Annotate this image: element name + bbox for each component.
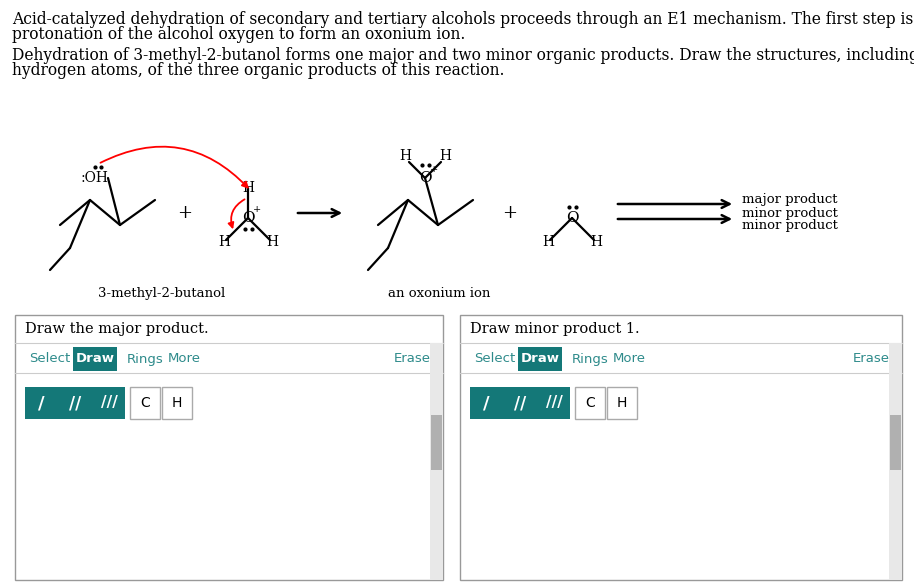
Text: /: / <box>37 394 44 412</box>
Bar <box>162 387 192 419</box>
Text: H: H <box>242 181 254 195</box>
Text: H: H <box>218 235 230 249</box>
Text: C: C <box>585 396 595 410</box>
Text: :OH: :OH <box>80 171 108 185</box>
Text: major product: major product <box>742 193 837 206</box>
Text: Select: Select <box>474 352 515 366</box>
Text: Erase: Erase <box>394 352 431 366</box>
Text: +: + <box>503 204 517 222</box>
Bar <box>890 415 901 470</box>
Text: H: H <box>266 235 278 249</box>
Text: ///: /// <box>101 396 117 410</box>
Text: Rings: Rings <box>572 352 609 366</box>
Text: +: + <box>430 165 438 175</box>
FancyArrowPatch shape <box>228 199 245 228</box>
Text: O: O <box>419 171 431 185</box>
Text: H: H <box>590 235 602 249</box>
Text: H: H <box>617 396 627 410</box>
Text: //: // <box>514 394 526 412</box>
Text: hydrogen atoms, of the three organic products of this reaction.: hydrogen atoms, of the three organic pro… <box>12 62 505 79</box>
Bar <box>460 315 902 580</box>
Text: Draw: Draw <box>520 352 559 366</box>
Text: Draw the major product.: Draw the major product. <box>25 322 208 336</box>
Bar <box>518 347 562 371</box>
Bar <box>73 347 117 371</box>
Text: +: + <box>177 204 193 222</box>
Text: an oxonium ion: an oxonium ion <box>388 287 491 300</box>
FancyArrowPatch shape <box>101 146 248 188</box>
Text: H: H <box>542 235 554 249</box>
Text: O: O <box>566 211 579 225</box>
Text: Draw: Draw <box>76 352 114 366</box>
Text: More: More <box>168 352 201 366</box>
Text: 3-methyl-2-butanol: 3-methyl-2-butanol <box>98 287 225 300</box>
Text: minor product: minor product <box>742 206 838 219</box>
Text: Rings: Rings <box>127 352 164 366</box>
Text: H: H <box>172 396 182 410</box>
Text: Select: Select <box>29 352 70 366</box>
Text: +: + <box>253 205 261 215</box>
Text: /: / <box>483 394 489 412</box>
Text: ///: /// <box>546 396 562 410</box>
Bar <box>15 315 443 580</box>
Bar <box>889 343 902 580</box>
Text: H: H <box>439 149 451 163</box>
Text: protonation of the alcohol oxygen to form an oxonium ion.: protonation of the alcohol oxygen to for… <box>12 26 465 43</box>
Text: Draw minor product 1.: Draw minor product 1. <box>470 322 640 336</box>
Bar <box>130 387 160 419</box>
Bar <box>575 387 605 419</box>
Text: More: More <box>613 352 646 366</box>
Text: C: C <box>140 396 150 410</box>
Text: //: // <box>69 394 81 412</box>
Bar <box>431 415 442 470</box>
Text: Acid-catalyzed dehydration of secondary and tertiary alcohols proceeds through a: Acid-catalyzed dehydration of secondary … <box>12 11 914 28</box>
Bar <box>430 343 443 580</box>
Bar <box>470 387 570 419</box>
Text: Erase: Erase <box>853 352 890 366</box>
Text: H: H <box>399 149 411 163</box>
Text: O: O <box>241 211 254 225</box>
Text: Dehydration of 3-methyl-2-butanol forms one major and two minor organic products: Dehydration of 3-methyl-2-butanol forms … <box>12 47 914 64</box>
Text: minor product: minor product <box>742 219 838 232</box>
Bar <box>607 387 637 419</box>
Bar <box>25 387 125 419</box>
